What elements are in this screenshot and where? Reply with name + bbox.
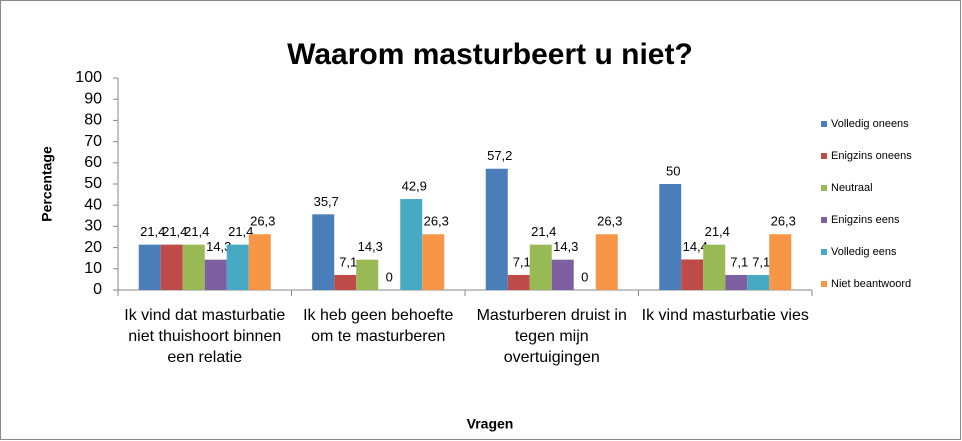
- y-tick-label: 0: [93, 281, 102, 298]
- value-label: 14,3: [553, 239, 578, 254]
- bar: [747, 274, 770, 290]
- bar: [160, 244, 183, 290]
- value-label: 42,9: [402, 178, 427, 193]
- y-tick-label: 30: [84, 218, 102, 235]
- y-tick-label: 70: [84, 133, 102, 150]
- value-label: 7,1: [752, 254, 770, 269]
- bar: [182, 244, 205, 290]
- bar: [226, 244, 249, 290]
- bar: [595, 234, 618, 290]
- y-axis-label: Percentage: [39, 146, 55, 222]
- bar: [703, 244, 726, 290]
- value-label: 26,3: [771, 214, 796, 229]
- value-label: 21,4: [140, 224, 165, 239]
- legend-swatch: [821, 217, 827, 223]
- value-label: 0: [581, 269, 588, 284]
- value-label: 26,3: [250, 214, 275, 229]
- y-tick-label: 80: [84, 112, 102, 129]
- bar: [507, 274, 530, 290]
- legend-label: Volledig eens: [831, 246, 897, 258]
- x-tick-label: Ik vind masturbatie vies: [642, 307, 809, 324]
- legend-swatch: [821, 185, 827, 191]
- value-label: 21,4: [705, 224, 730, 239]
- legend-swatch: [821, 121, 827, 127]
- legend-label: Enigzins oneens: [831, 150, 912, 162]
- x-tick-label: Ik vind dat masturbatie niet thuishoort b…: [124, 307, 285, 366]
- value-label: 0: [386, 269, 393, 284]
- legend-swatch: [821, 249, 827, 255]
- bar: [334, 274, 357, 290]
- value-label: 26,3: [597, 214, 622, 229]
- x-axis-label: Vragen: [467, 416, 514, 432]
- bar: [529, 244, 552, 290]
- legend-label: Niet beantwoord: [831, 278, 911, 290]
- value-label: 14,3: [358, 239, 383, 254]
- y-tick-label: 20: [84, 239, 102, 256]
- chart-title: Waarom masturbeert u niet?: [287, 38, 693, 71]
- value-label: 26,3: [424, 214, 449, 229]
- value-label: 7,1: [730, 254, 748, 269]
- bar: [681, 259, 704, 290]
- value-label: 50: [666, 163, 680, 178]
- bar: [138, 244, 161, 290]
- bar: [725, 274, 748, 290]
- y-tick-label: 90: [84, 90, 102, 107]
- bar: [356, 259, 379, 290]
- bar: [248, 234, 271, 290]
- value-label: 7,1: [339, 254, 357, 269]
- value-label: 14,3: [206, 239, 231, 254]
- bar: [312, 214, 335, 290]
- bar: [422, 234, 445, 290]
- y-tick-label: 60: [84, 154, 102, 171]
- value-label: 21,4: [184, 224, 209, 239]
- y-tick-label: 40: [84, 196, 102, 213]
- value-label: 21,4: [228, 224, 253, 239]
- value-label: 7,1: [513, 254, 531, 269]
- value-label: 21,4: [162, 224, 187, 239]
- legend-swatch: [821, 281, 827, 287]
- value-label: 57,2: [487, 148, 512, 163]
- bar: [485, 168, 508, 290]
- y-tick-label: 50: [84, 175, 102, 192]
- bar: [551, 259, 574, 290]
- legend-label: Volledig oneens: [831, 118, 909, 130]
- value-label: 21,4: [531, 224, 556, 239]
- legend-swatch: [821, 153, 827, 159]
- value-label: 14,4: [683, 239, 708, 254]
- bar: [659, 184, 682, 290]
- y-tick-label: 10: [84, 260, 102, 277]
- y-tick-label: 100: [75, 69, 102, 86]
- bar: [769, 234, 792, 290]
- bar: [400, 199, 423, 290]
- value-label: 35,7: [314, 194, 339, 209]
- legend-label: Enigzins eens: [831, 214, 900, 226]
- legend-label: Neutraal: [831, 182, 873, 194]
- bar: [204, 259, 227, 290]
- x-tick-label: Masturberen druist in tegen mijn overtuigi…: [477, 307, 627, 366]
- x-tick-label: Ik heb geen behoefte om te masturberen: [303, 307, 453, 345]
